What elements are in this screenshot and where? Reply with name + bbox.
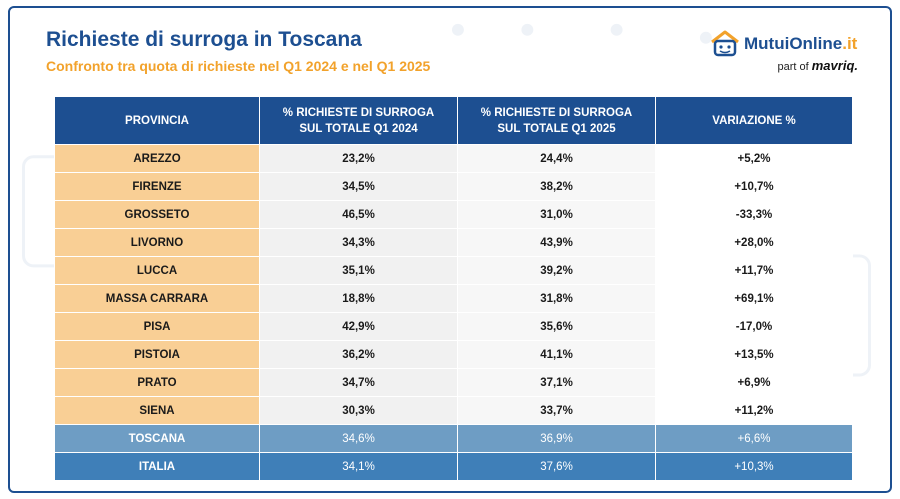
table-row: SIENA 30,3% 33,7% +11,2% bbox=[54, 396, 853, 425]
page-title: Richieste di surroga in Toscana bbox=[46, 28, 362, 51]
cell-variazione: +28,0% bbox=[655, 228, 853, 257]
brand-name-main: MutuiOnline bbox=[744, 34, 843, 53]
cell-q1-2024: 46,5% bbox=[259, 200, 458, 229]
cell-q1-2025: 38,2% bbox=[457, 172, 656, 201]
cell-variazione: +5,2% bbox=[655, 144, 853, 173]
cell-variazione: +11,2% bbox=[655, 396, 853, 425]
header-q1-2024: % RICHIESTE DI SURROGA SUL TOTALE Q1 202… bbox=[259, 96, 458, 145]
cell-variazione: +10,3% bbox=[655, 452, 853, 481]
cell-variazione: +13,5% bbox=[655, 340, 853, 369]
cell-q1-2025: 41,1% bbox=[457, 340, 656, 369]
table-header-row: PROVINCIA % RICHIESTE DI SURROGA SUL TOT… bbox=[54, 96, 853, 145]
infographic-frame: Richieste di surroga in Toscana Confront… bbox=[8, 6, 892, 493]
cell-q1-2024: 18,8% bbox=[259, 284, 458, 313]
brand-logo: MutuiOnline.it part of mavriq. bbox=[710, 28, 860, 78]
cell-provincia: PISA bbox=[54, 312, 260, 341]
cell-provincia: MASSA CARRARA bbox=[54, 284, 260, 313]
cell-q1-2025: 33,7% bbox=[457, 396, 656, 425]
cell-variazione: -17,0% bbox=[655, 312, 853, 341]
header-q1-2025: % RICHIESTE DI SURROGA SUL TOTALE Q1 202… bbox=[457, 96, 656, 145]
table-row: PISA 42,9% 35,6% -17,0% bbox=[54, 312, 853, 341]
cell-provincia: SIENA bbox=[54, 396, 260, 425]
table-row: FIRENZE 34,5% 38,2% +10,7% bbox=[54, 172, 853, 201]
cell-q1-2025: 37,1% bbox=[457, 368, 656, 397]
table-row: PRATO 34,7% 37,1% +6,9% bbox=[54, 368, 853, 397]
cell-provincia: AREZZO bbox=[54, 144, 260, 173]
cell-provincia: TOSCANA bbox=[54, 424, 260, 453]
cell-provincia: LIVORNO bbox=[54, 228, 260, 257]
page-subtitle: Confronto tra quota di richieste nel Q1 … bbox=[46, 58, 431, 74]
cell-provincia: ITALIA bbox=[54, 452, 260, 481]
brand-name-suffix: .it bbox=[842, 34, 858, 53]
cell-q1-2025: 35,6% bbox=[457, 312, 656, 341]
cell-q1-2024: 34,5% bbox=[259, 172, 458, 201]
table-row: MASSA CARRARA 18,8% 31,8% +69,1% bbox=[54, 284, 853, 313]
cell-q1-2024: 36,2% bbox=[259, 340, 458, 369]
brand-parent-name: mavriq. bbox=[811, 58, 858, 73]
cell-q1-2024: 23,2% bbox=[259, 144, 458, 173]
cell-q1-2024: 34,7% bbox=[259, 368, 458, 397]
total-row-toscana: TOSCANA 34,6% 36,9% +6,6% bbox=[54, 424, 853, 453]
table-row: LIVORNO 34,3% 43,9% +28,0% bbox=[54, 228, 853, 257]
cell-variazione: +69,1% bbox=[655, 284, 853, 313]
table-row: LUCCA 35,1% 39,2% +11,7% bbox=[54, 256, 853, 285]
cell-q1-2024: 34,3% bbox=[259, 228, 458, 257]
cell-variazione: +6,6% bbox=[655, 424, 853, 453]
cell-q1-2025: 36,9% bbox=[457, 424, 656, 453]
header-provincia: PROVINCIA bbox=[54, 96, 260, 145]
surroga-table: PROVINCIA % RICHIESTE DI SURROGA SUL TOT… bbox=[54, 96, 853, 481]
cell-q1-2025: 39,2% bbox=[457, 256, 656, 285]
cell-provincia: FIRENZE bbox=[54, 172, 260, 201]
cell-variazione: +11,7% bbox=[655, 256, 853, 285]
cell-q1-2024: 35,1% bbox=[259, 256, 458, 285]
house-chat-icon bbox=[711, 30, 739, 57]
cell-provincia: LUCCA bbox=[54, 256, 260, 285]
cell-variazione: +10,7% bbox=[655, 172, 853, 201]
cell-q1-2024: 34,6% bbox=[259, 424, 458, 453]
cell-provincia: GROSSETO bbox=[54, 200, 260, 229]
cell-q1-2024: 42,9% bbox=[259, 312, 458, 341]
cell-variazione: -33,3% bbox=[655, 200, 853, 229]
cell-provincia: PISTOIA bbox=[54, 340, 260, 369]
table-row: AREZZO 23,2% 24,4% +5,2% bbox=[54, 144, 853, 173]
header-variazione: VARIAZIONE % bbox=[655, 96, 853, 145]
brand-part-of: part of bbox=[777, 61, 809, 73]
brand-name: MutuiOnline.it bbox=[744, 34, 857, 54]
cell-q1-2025: 43,9% bbox=[457, 228, 656, 257]
cell-q1-2025: 37,6% bbox=[457, 452, 656, 481]
cell-q1-2025: 24,4% bbox=[457, 144, 656, 173]
brand-parent: part of mavriq. bbox=[778, 58, 859, 73]
cell-q1-2024: 30,3% bbox=[259, 396, 458, 425]
cell-q1-2025: 31,0% bbox=[457, 200, 656, 229]
table-row: PISTOIA 36,2% 41,1% +13,5% bbox=[54, 340, 853, 369]
cell-provincia: PRATO bbox=[54, 368, 260, 397]
total-row-italia: ITALIA 34,1% 37,6% +10,3% bbox=[54, 452, 853, 481]
cell-variazione: +6,9% bbox=[655, 368, 853, 397]
table-row: GROSSETO 46,5% 31,0% -33,3% bbox=[54, 200, 853, 229]
cell-q1-2024: 34,1% bbox=[259, 452, 458, 481]
cell-q1-2025: 31,8% bbox=[457, 284, 656, 313]
